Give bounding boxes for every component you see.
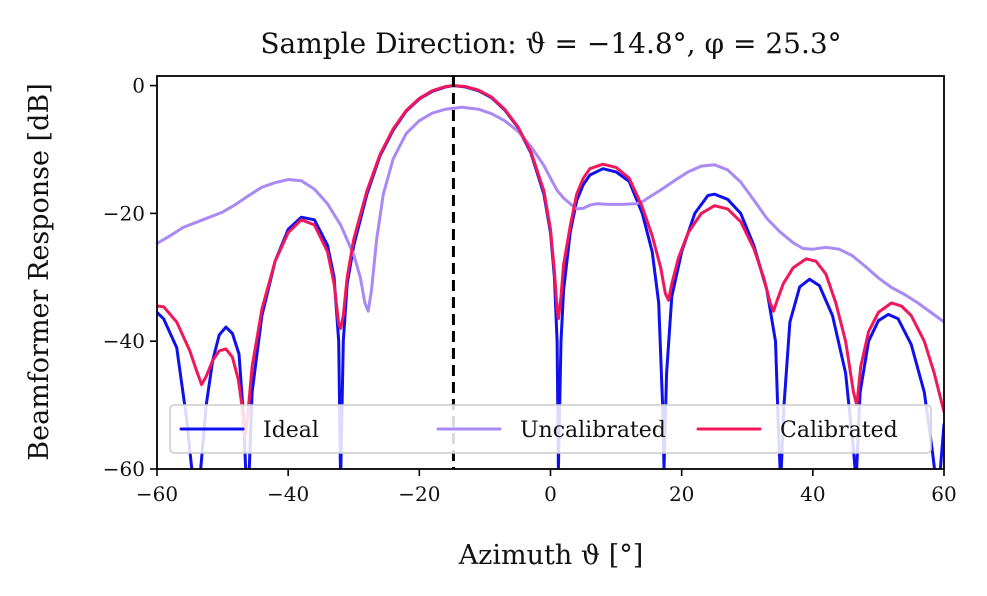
chart-legend: Ideal Uncalibrated Calibrated [169, 404, 932, 454]
y-tick-label: 0 [132, 74, 145, 98]
x-tick-label: −60 [136, 482, 178, 506]
x-tick-label: −40 [267, 482, 309, 506]
y-axis-ticks: 0 −20 −40 −60 [103, 74, 157, 481]
y-tick-label: −60 [103, 457, 145, 481]
legend-label-calibrated: Calibrated [780, 418, 898, 443]
legend-label-ideal: Ideal [263, 418, 319, 443]
chart-title: Sample Direction: ϑ = −14.8°, φ = 25.3° [260, 27, 841, 60]
series-line-uncalibrated [157, 105, 944, 324]
series-line-calibrated [157, 84, 944, 439]
series-layer [157, 84, 944, 469]
x-tick-label: 0 [544, 482, 557, 506]
x-tick-label: 40 [800, 482, 825, 506]
x-tick-label: 60 [931, 482, 956, 506]
legend-label-uncalibrated: Uncalibrated [520, 418, 666, 443]
legend-box [169, 404, 932, 454]
x-tick-label: −20 [398, 482, 440, 506]
series-line-ideal [157, 84, 944, 469]
x-axis-ticks: −60 −40 −20 0 20 40 60 [136, 469, 957, 506]
y-axis-label: Beamformer Response [dB] [24, 83, 55, 460]
y-tick-label: −20 [103, 201, 145, 225]
x-tick-label: 20 [669, 482, 694, 506]
x-axis-label: Azimuth ϑ [°] [458, 540, 644, 571]
y-tick-label: −40 [103, 329, 145, 353]
